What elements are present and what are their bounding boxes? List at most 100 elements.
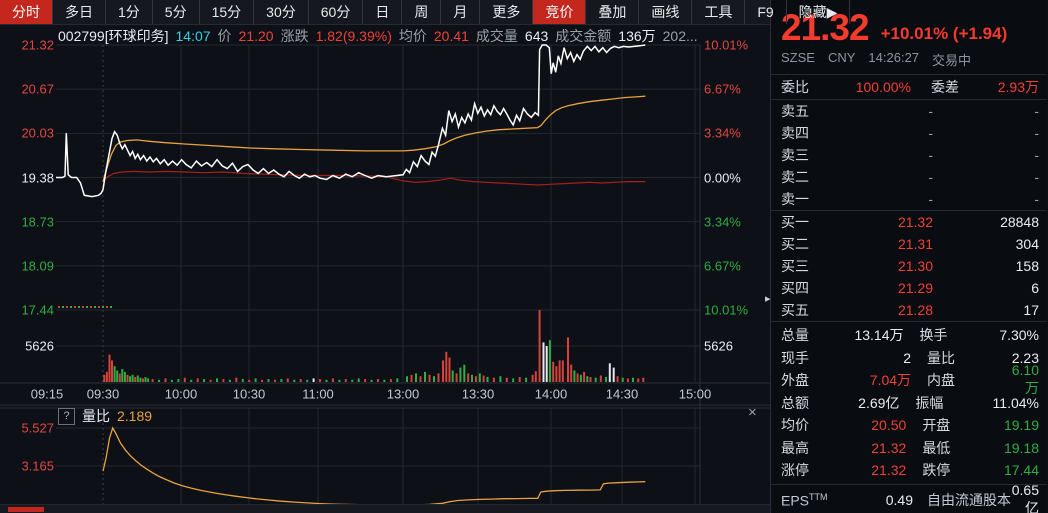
volume-bar	[637, 378, 640, 382]
volume-bar	[463, 364, 466, 382]
tab-隐藏▶[interactable]: 隐藏▶	[787, 0, 851, 24]
tab-画线[interactable]: 画线	[639, 0, 693, 24]
time-axis-tick[interactable]: 13:30	[461, 386, 495, 402]
collapse-panel-arrow[interactable]: ▸	[765, 293, 771, 305]
time-axis-tick[interactable]: 09:30	[86, 386, 120, 402]
info-value: 136万	[618, 28, 656, 44]
ask-volume: -	[1034, 169, 1039, 185]
stat-label: 均价	[781, 417, 809, 434]
scrollbar-thumb[interactable]	[8, 507, 44, 512]
tab-叠加[interactable]: 叠加	[586, 0, 640, 24]
index-overlay-line	[102, 170, 646, 186]
bid-label: 买四	[781, 280, 809, 296]
ask-volume: -	[1034, 103, 1039, 119]
time-axis-tick[interactable]: 13:00	[386, 386, 420, 402]
stat-label: 跌停	[922, 462, 951, 479]
volume-bar	[589, 377, 592, 382]
stat-value: 13.14万	[854, 327, 904, 344]
volume-bar	[459, 367, 462, 382]
ask-row[interactable]: 卖三 - -	[771, 144, 1047, 166]
volume-bar	[228, 379, 231, 382]
auction-tick	[106, 306, 108, 308]
liangbi-line	[102, 426, 646, 506]
ask-row[interactable]: 卖一 - -	[771, 188, 1047, 210]
volume-bar	[129, 376, 132, 382]
price-header: 21.32 +10.01% (+1.94)	[771, 0, 1047, 47]
volume-bar	[267, 379, 270, 382]
volume-bar	[111, 360, 113, 382]
tab-5分[interactable]: 5分	[153, 0, 200, 24]
tab-周[interactable]: 周	[402, 0, 442, 24]
ask-row[interactable]: 卖二 - -	[771, 166, 1047, 188]
price-axis-tick: 20.67	[21, 81, 54, 97]
volume-bar	[306, 379, 309, 382]
tab-月[interactable]: 月	[441, 0, 481, 24]
ask-price: -	[928, 191, 933, 207]
bid-row[interactable]: 买二 21.31 304	[771, 233, 1047, 255]
volume-bar	[164, 378, 167, 382]
bid-row[interactable]: 买五 21.28 17	[771, 299, 1047, 321]
trading-status: 交易中	[932, 53, 972, 68]
tab-工具[interactable]: 工具	[692, 0, 746, 24]
bid-row[interactable]: 买一 21.32 28848	[771, 211, 1047, 233]
bid-volume: 6	[1031, 280, 1039, 296]
ask-row[interactable]: 卖五 - -	[771, 100, 1047, 122]
price-axis-tick: 18.73	[21, 214, 54, 230]
pct-axis-tick: 0.00%	[704, 170, 741, 185]
price-axis-tick: 18.09	[21, 258, 54, 274]
stat-label: 外盘	[781, 372, 809, 389]
intraday-chart[interactable]	[0, 0, 770, 513]
bid-price: 21.32	[897, 214, 933, 230]
pct-axis-tick: 10.01%	[704, 37, 749, 53]
volume-bar	[474, 376, 477, 382]
help-icon[interactable]: ?	[58, 407, 75, 425]
tab-60分[interactable]: 60分	[309, 0, 364, 24]
scrollbar[interactable]	[0, 504, 770, 513]
tab-分时[interactable]: 分时	[0, 0, 53, 24]
stat-value: 19.19	[1003, 417, 1039, 434]
footer-row: EPSTTM 0.49 自由流通股本 0.65亿	[771, 482, 1047, 513]
liangbi-value: 2.189	[117, 408, 153, 424]
volume-bar	[134, 377, 137, 382]
ask-row[interactable]: 卖四 - -	[771, 122, 1047, 144]
bid-volume: 17	[1023, 302, 1039, 318]
price-axis-tick: 17.44	[21, 302, 54, 318]
tab-更多[interactable]: 更多	[480, 0, 534, 24]
tab-多日[interactable]: 多日	[53, 0, 106, 24]
auction-tick	[82, 306, 84, 308]
volume-bar	[103, 374, 106, 382]
chart-region[interactable]: 分时 多日 1分 5分 15分 30分 60分日周月更多 竞价 叠加 画线 工具 F9 隐藏▶ 0027…	[0, 0, 851, 513]
close-icon[interactable]: ×	[748, 404, 757, 421]
avg-price-line	[102, 95, 646, 182]
volume-bar	[478, 373, 481, 382]
time-axis-tick[interactable]: 10:30	[232, 386, 266, 402]
volume-bar	[545, 346, 548, 382]
time-axis-tick[interactable]: 14:30	[605, 386, 639, 402]
time-axis-tick[interactable]: 09:15	[30, 386, 64, 402]
crosshair-time: 14:07	[175, 28, 211, 44]
volume-bar	[370, 379, 373, 382]
volume-bar	[542, 342, 545, 382]
tab-F9[interactable]: F9	[745, 0, 787, 24]
time-axis-tick[interactable]: 10:00	[164, 386, 198, 402]
info-label: 成交量	[475, 28, 518, 44]
volume-bar	[552, 361, 555, 382]
tab-竞价[interactable]: 竞价	[533, 0, 587, 24]
volume-bar	[357, 378, 360, 382]
pct-axis-tick: 10.01%	[704, 302, 749, 318]
time-axis-tick[interactable]: 14:00	[534, 386, 568, 402]
bid-row[interactable]: 买三 21.30 158	[771, 255, 1047, 277]
volume-bar	[396, 378, 399, 382]
volume-bar	[113, 366, 116, 382]
ask-price: -	[928, 169, 933, 185]
time-axis-tick[interactable]: 11:00	[302, 386, 334, 402]
eps-value: 0.49	[885, 492, 913, 508]
tab-1分[interactable]: 1分	[106, 0, 153, 24]
time-axis-tick[interactable]: 15:00	[678, 386, 712, 402]
volume-bar	[445, 351, 448, 382]
tab-日[interactable]: 日	[363, 0, 403, 24]
tab-30分[interactable]: 30分	[254, 0, 309, 24]
bid-row[interactable]: 买四 21.29 6	[771, 277, 1047, 299]
volume-bar	[241, 379, 244, 382]
tab-15分[interactable]: 15分	[200, 0, 255, 24]
